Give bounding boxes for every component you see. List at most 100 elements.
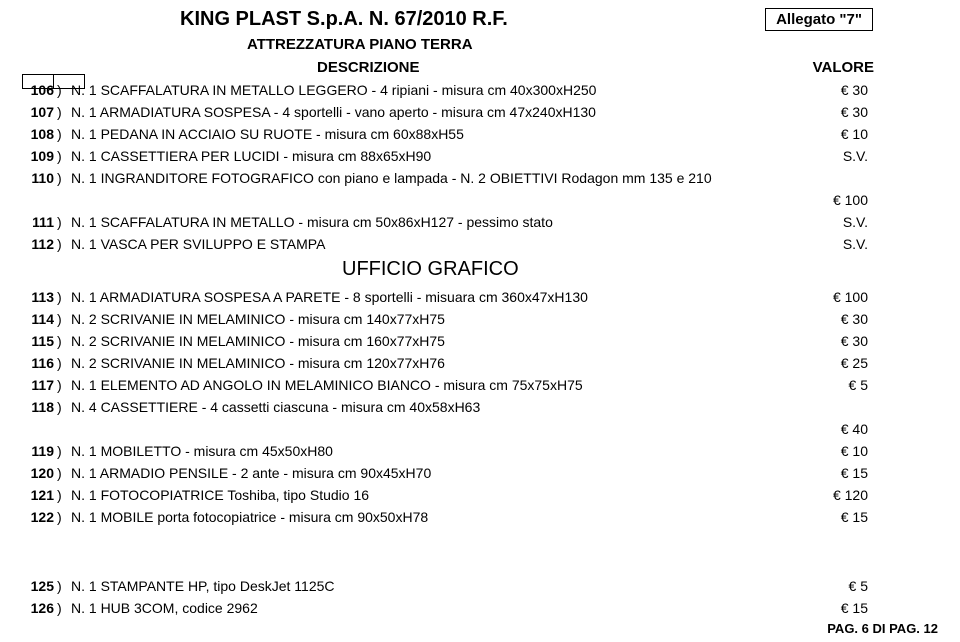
- row-paren: ): [54, 506, 71, 528]
- row-number: 114: [22, 308, 54, 330]
- row-value: € 120: [758, 484, 938, 506]
- table-row: € 100: [22, 189, 938, 211]
- row-value: € 100: [758, 189, 938, 211]
- row-value: € 15: [758, 597, 938, 619]
- table-row: 119)N. 1 MOBILETTO - misura cm 45x50xH80…: [22, 440, 938, 462]
- row-description: N. 2 SCRIVANIE IN MELAMINICO - misura cm…: [71, 352, 758, 374]
- row-description: N. 1 FOTOCOPIATRICE Toshiba, tipo Studio…: [71, 484, 758, 506]
- row-paren: ): [54, 484, 71, 506]
- table-row: 106)N. 1 SCAFFALATURA IN METALLO LEGGERO…: [22, 79, 938, 101]
- table-row: 109)N. 1 CASSETTIERA PER LUCIDI - misura…: [22, 145, 938, 167]
- footer-page: PAG. 6 DI PAG. 12: [827, 621, 938, 636]
- row-value: [758, 167, 938, 189]
- row-paren: ): [54, 286, 71, 308]
- row-value: € 5: [758, 374, 938, 396]
- row-paren: ): [54, 211, 71, 233]
- row-paren: ): [54, 352, 71, 374]
- row-value: € 10: [758, 440, 938, 462]
- table-row: 113)N. 1 ARMADIATURA SOSPESA A PARETE - …: [22, 286, 938, 308]
- table-row: € 40: [22, 418, 938, 440]
- row-value: S.V.: [758, 233, 938, 255]
- row-paren: ): [54, 145, 71, 167]
- table-row: 110)N. 1 INGRANDITORE FOTOGRAFICO con pi…: [22, 167, 938, 189]
- row-description: [71, 189, 758, 211]
- table-row: 118)N. 4 CASSETTIERE - 4 cassetti ciascu…: [22, 396, 938, 418]
- row-description: N. 1 SCAFFALATURA IN METALLO - misura cm…: [71, 211, 758, 233]
- row-description: N. 1 INGRANDITORE FOTOGRAFICO con piano …: [71, 167, 758, 189]
- row-number: 107: [22, 101, 54, 123]
- table-row: 116)N. 2 SCRIVANIE IN MELAMINICO - misur…: [22, 352, 938, 374]
- row-description: N. 2 SCRIVANIE IN MELAMINICO - misura cm…: [71, 308, 758, 330]
- table-row: 117)N. 1 ELEMENTO AD ANGOLO IN MELAMINIC…: [22, 374, 938, 396]
- row-description: [71, 418, 758, 440]
- table-row: 114)N. 2 SCRIVANIE IN MELAMINICO - misur…: [22, 308, 938, 330]
- row-description: N. 1 SCAFFALATURA IN METALLO LEGGERO - 4…: [71, 79, 758, 101]
- row-value: € 30: [758, 79, 938, 101]
- row-description: N. 1 ARMADIATURA SOSPESA A PARETE - 8 sp…: [71, 286, 758, 308]
- table-row: 111)N. 1 SCAFFALATURA IN METALLO - misur…: [22, 211, 938, 233]
- table-row: 115)N. 2 SCRIVANIE IN MELAMINICO - misur…: [22, 330, 938, 352]
- table-row: 120)N. 1 ARMADIO PENSILE - 2 ante - misu…: [22, 462, 938, 484]
- table-row: 112)N. 1 VASCA PER SVILUPPO E STAMPAS.V.: [22, 233, 938, 255]
- row-number: 122: [22, 506, 54, 528]
- row-description: N. 1 ARMADIO PENSILE - 2 ante - misura c…: [71, 462, 758, 484]
- row-value: € 10: [758, 123, 938, 145]
- row-number: 126: [22, 597, 54, 619]
- heading-valore: VALORE: [813, 59, 874, 76]
- table-row: 108)N. 1 PEDANA IN ACCIAIO SU RUOTE - mi…: [22, 123, 938, 145]
- table-row: 121)N. 1 FOTOCOPIATRICE Toshiba, tipo St…: [22, 484, 938, 506]
- row-paren: ): [54, 167, 71, 189]
- row-number: [22, 189, 54, 211]
- row-description: N. 1 HUB 3COM, codice 2962: [71, 597, 758, 619]
- row-value: € 40: [758, 418, 938, 440]
- row-paren: [54, 418, 71, 440]
- row-number: 125: [22, 575, 54, 597]
- row-value: € 30: [758, 308, 938, 330]
- row-description: N. 4 CASSETTIERE - 4 cassetti ciascuna -…: [71, 396, 758, 418]
- row-number: 108: [22, 123, 54, 145]
- row-description: N. 1 ARMADIATURA SOSPESA - 4 sportelli -…: [71, 101, 758, 123]
- row-number: 111: [22, 211, 54, 233]
- subtitle: ATTREZZATURA PIANO TERRA: [247, 36, 938, 53]
- row-paren: ): [54, 123, 71, 145]
- row-paren: ): [54, 330, 71, 352]
- row-paren: ): [54, 462, 71, 484]
- row-value: € 15: [758, 506, 938, 528]
- row-value: € 30: [758, 330, 938, 352]
- row-description: N. 2 SCRIVANIE IN MELAMINICO - misura cm…: [71, 330, 758, 352]
- row-value: € 5: [758, 575, 938, 597]
- table-row: 125)N. 1 STAMPANTE HP, tipo DeskJet 1125…: [22, 575, 938, 597]
- row-value: € 15: [758, 462, 938, 484]
- row-paren: ): [54, 396, 71, 418]
- row-number: 110: [22, 167, 54, 189]
- row-paren: ): [54, 101, 71, 123]
- row-value: € 100: [758, 286, 938, 308]
- row-number: 121: [22, 484, 54, 506]
- row-description: N. 1 PEDANA IN ACCIAIO SU RUOTE - misura…: [71, 123, 758, 145]
- header-small-boxes: [22, 74, 85, 89]
- row-paren: ): [54, 440, 71, 462]
- row-description: N. 1 ELEMENTO AD ANGOLO IN MELAMINICO BI…: [71, 374, 758, 396]
- row-paren: ): [54, 575, 71, 597]
- row-paren: ): [54, 597, 71, 619]
- row-description: N. 1 STAMPANTE HP, tipo DeskJet 1125C: [71, 575, 758, 597]
- row-number: 113: [22, 286, 54, 308]
- table-row: 122)N. 1 MOBILE porta fotocopiatrice - m…: [22, 506, 938, 528]
- row-description: N. 1 MOBILE porta fotocopiatrice - misur…: [71, 506, 758, 528]
- heading-descrizione: DESCRIZIONE: [317, 59, 612, 76]
- row-number: 119: [22, 440, 54, 462]
- company-title: KING PLAST S.p.A. N. 67/2010 R.F.: [180, 8, 508, 31]
- row-description: N. 1 MOBILETTO - misura cm 45x50xH80: [71, 440, 758, 462]
- row-paren: ): [54, 233, 71, 255]
- allegato-box: Allegato "7": [765, 8, 873, 31]
- table-row: 126)N. 1 HUB 3COM, codice 2962€ 15: [22, 597, 938, 619]
- row-number: 109: [22, 145, 54, 167]
- row-number: 120: [22, 462, 54, 484]
- row-value: € 25: [758, 352, 938, 374]
- row-number: 118: [22, 396, 54, 418]
- row-number: [22, 418, 54, 440]
- row-paren: ): [54, 374, 71, 396]
- row-number: 115: [22, 330, 54, 352]
- row-value: € 30: [758, 101, 938, 123]
- row-value: S.V.: [758, 145, 938, 167]
